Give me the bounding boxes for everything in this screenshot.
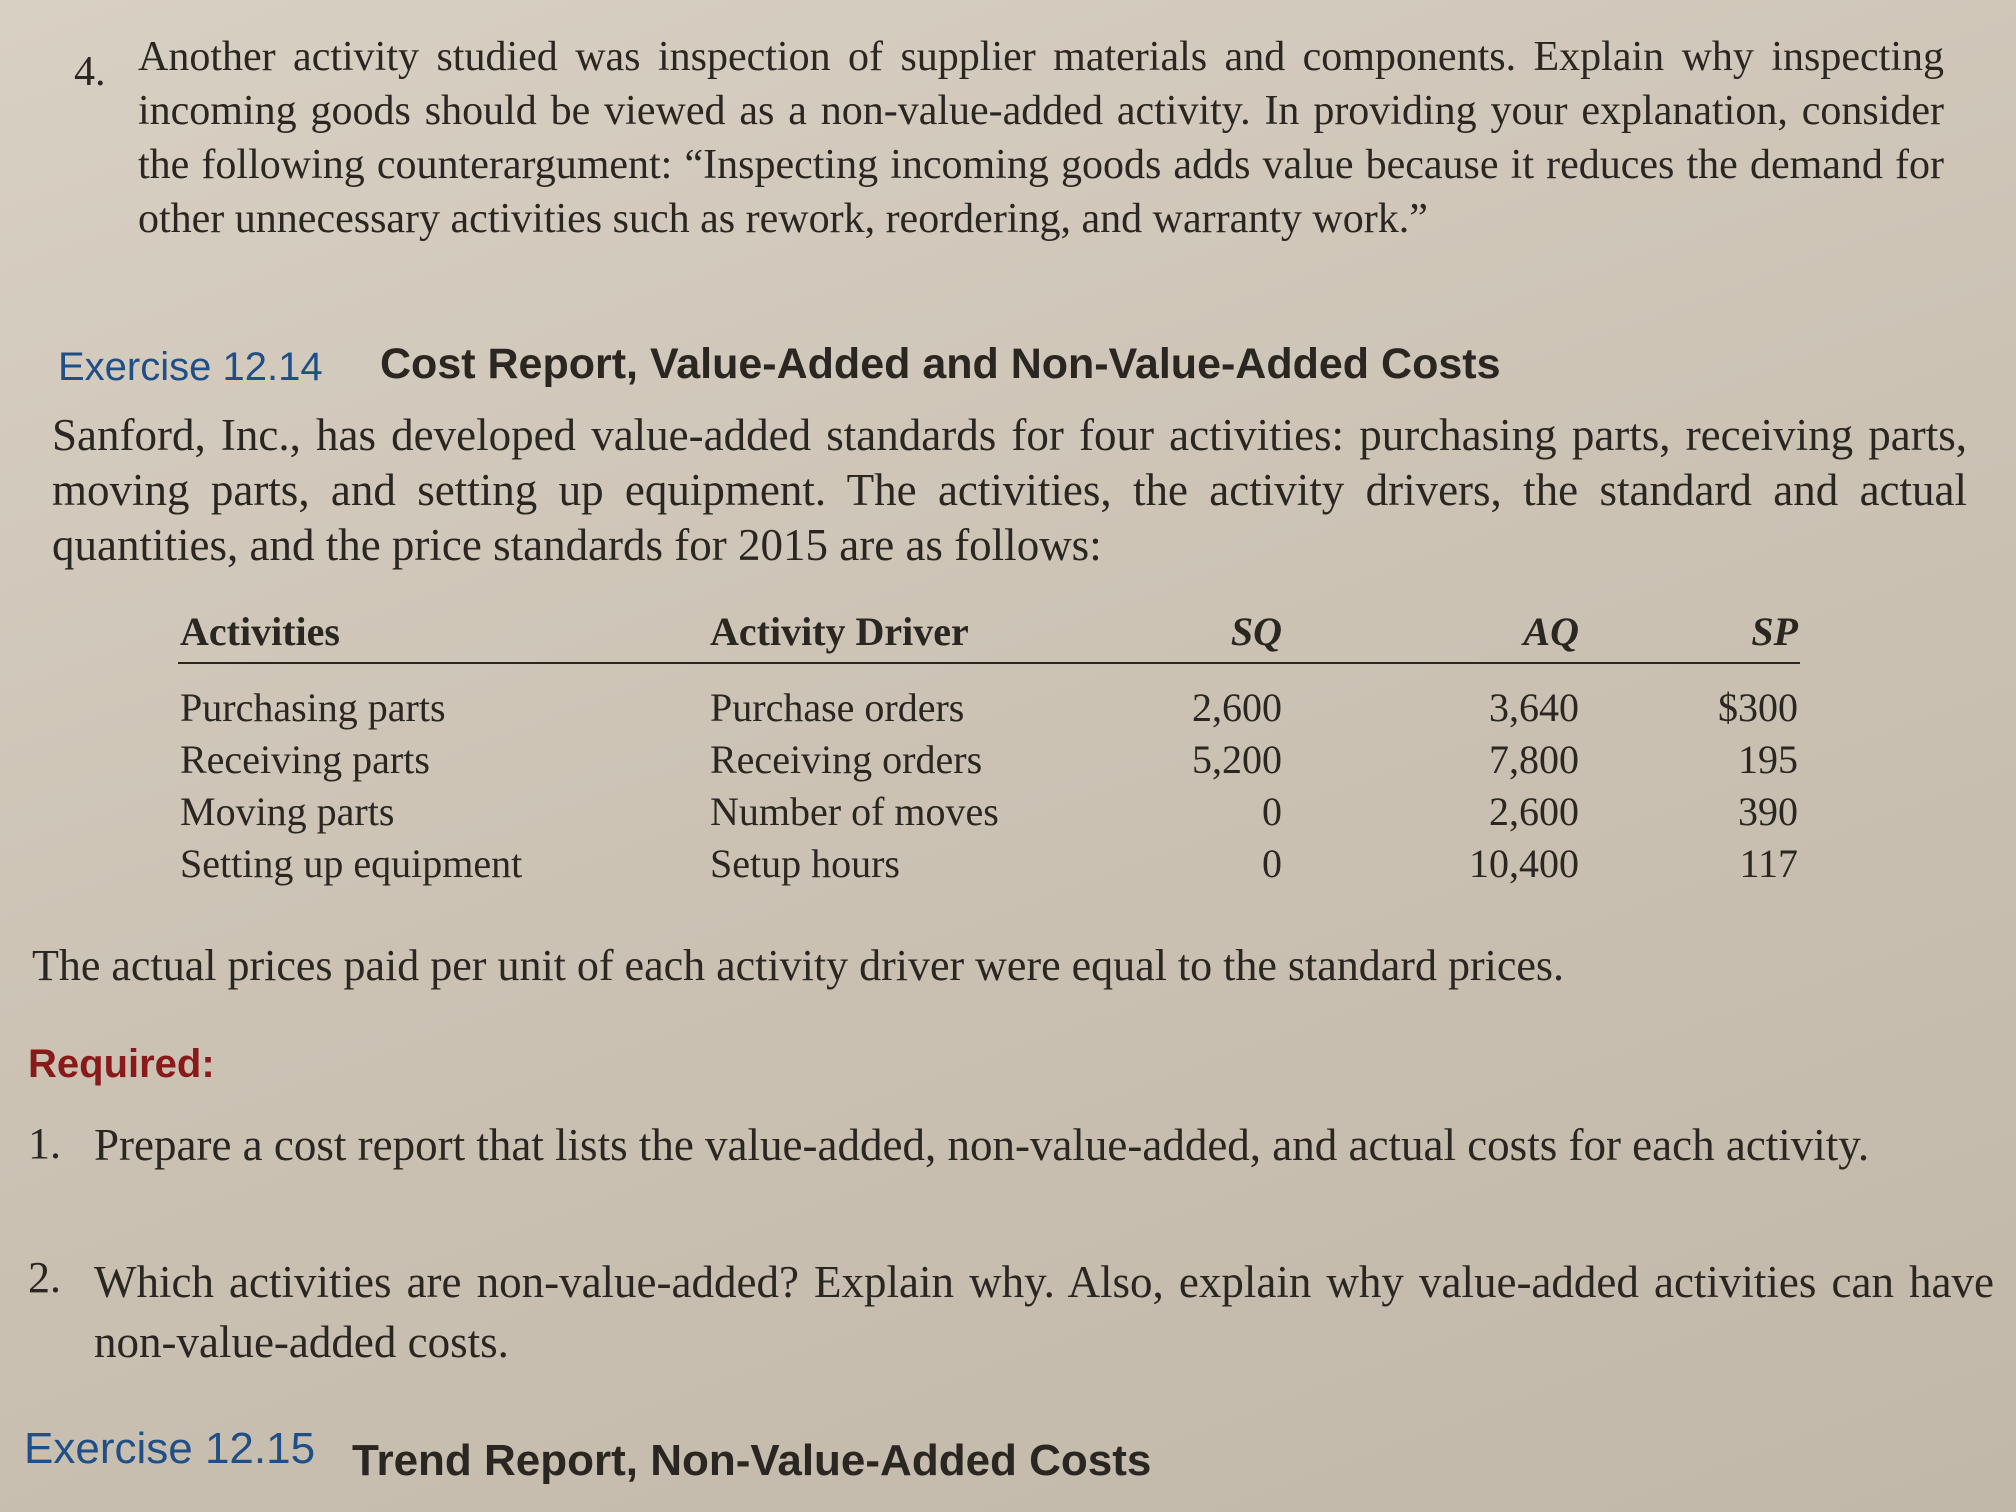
exercise-label: Exercise 12.14 [58,345,323,389]
table-cell: Number of moves [710,789,999,834]
table-cell: Purchase orders [710,685,965,730]
table-cell: Receiving orders [710,737,983,782]
table-header: SP [1751,609,1798,654]
table-header: AQ [1523,609,1579,654]
table-cell: Setting up equipment [180,841,523,886]
table-cell: 0 [1262,789,1282,834]
item-number: 2. [28,1253,61,1302]
table-cell: Setup hours [710,841,900,886]
table-rule [178,662,1800,664]
table-cell: $300 [1718,685,1798,730]
table-header: Activity Driver [710,609,969,654]
item-text: Which activities are non-value-added? Ex… [94,1257,1994,1367]
required-label: Required: [28,1042,215,1086]
table-cell: 10,400 [1469,841,1579,886]
table-cell: 2,600 [1489,789,1579,834]
table-cell: 5,200 [1192,737,1282,782]
table-cell: Receiving parts [180,737,430,782]
table-cell: 0 [1262,841,1282,886]
item-number: 1. [28,1119,61,1168]
question-number: 4. [74,49,106,95]
table-cell: 3,640 [1489,685,1579,730]
table-header: SQ [1230,609,1282,654]
table-cell: 195 [1738,737,1798,782]
exercise-title: Cost Report, Value-Added and Non-Value-A… [380,340,1501,388]
table-cell: Moving parts [180,789,395,834]
exercise-title: Trend Report, Non-Value-Added Costs [352,1436,1152,1485]
table-cell: 7,800 [1489,737,1579,782]
table-cell: 117 [1739,841,1798,886]
exercise-intro: Sanford, Inc., has developed value-added… [52,410,1967,570]
table-cell: 390 [1738,789,1798,834]
question-text: Another activity studied was inspection … [138,34,1944,242]
table-cell: 2,600 [1192,685,1282,730]
table-header: Activities [180,609,340,654]
item-text: Prepare a cost report that lists the val… [94,1120,1870,1170]
note: The actual prices paid per unit of each … [32,941,1565,990]
table-cell: Purchasing parts [180,685,446,730]
exercise-label: Exercise 12.15 [24,1424,316,1473]
